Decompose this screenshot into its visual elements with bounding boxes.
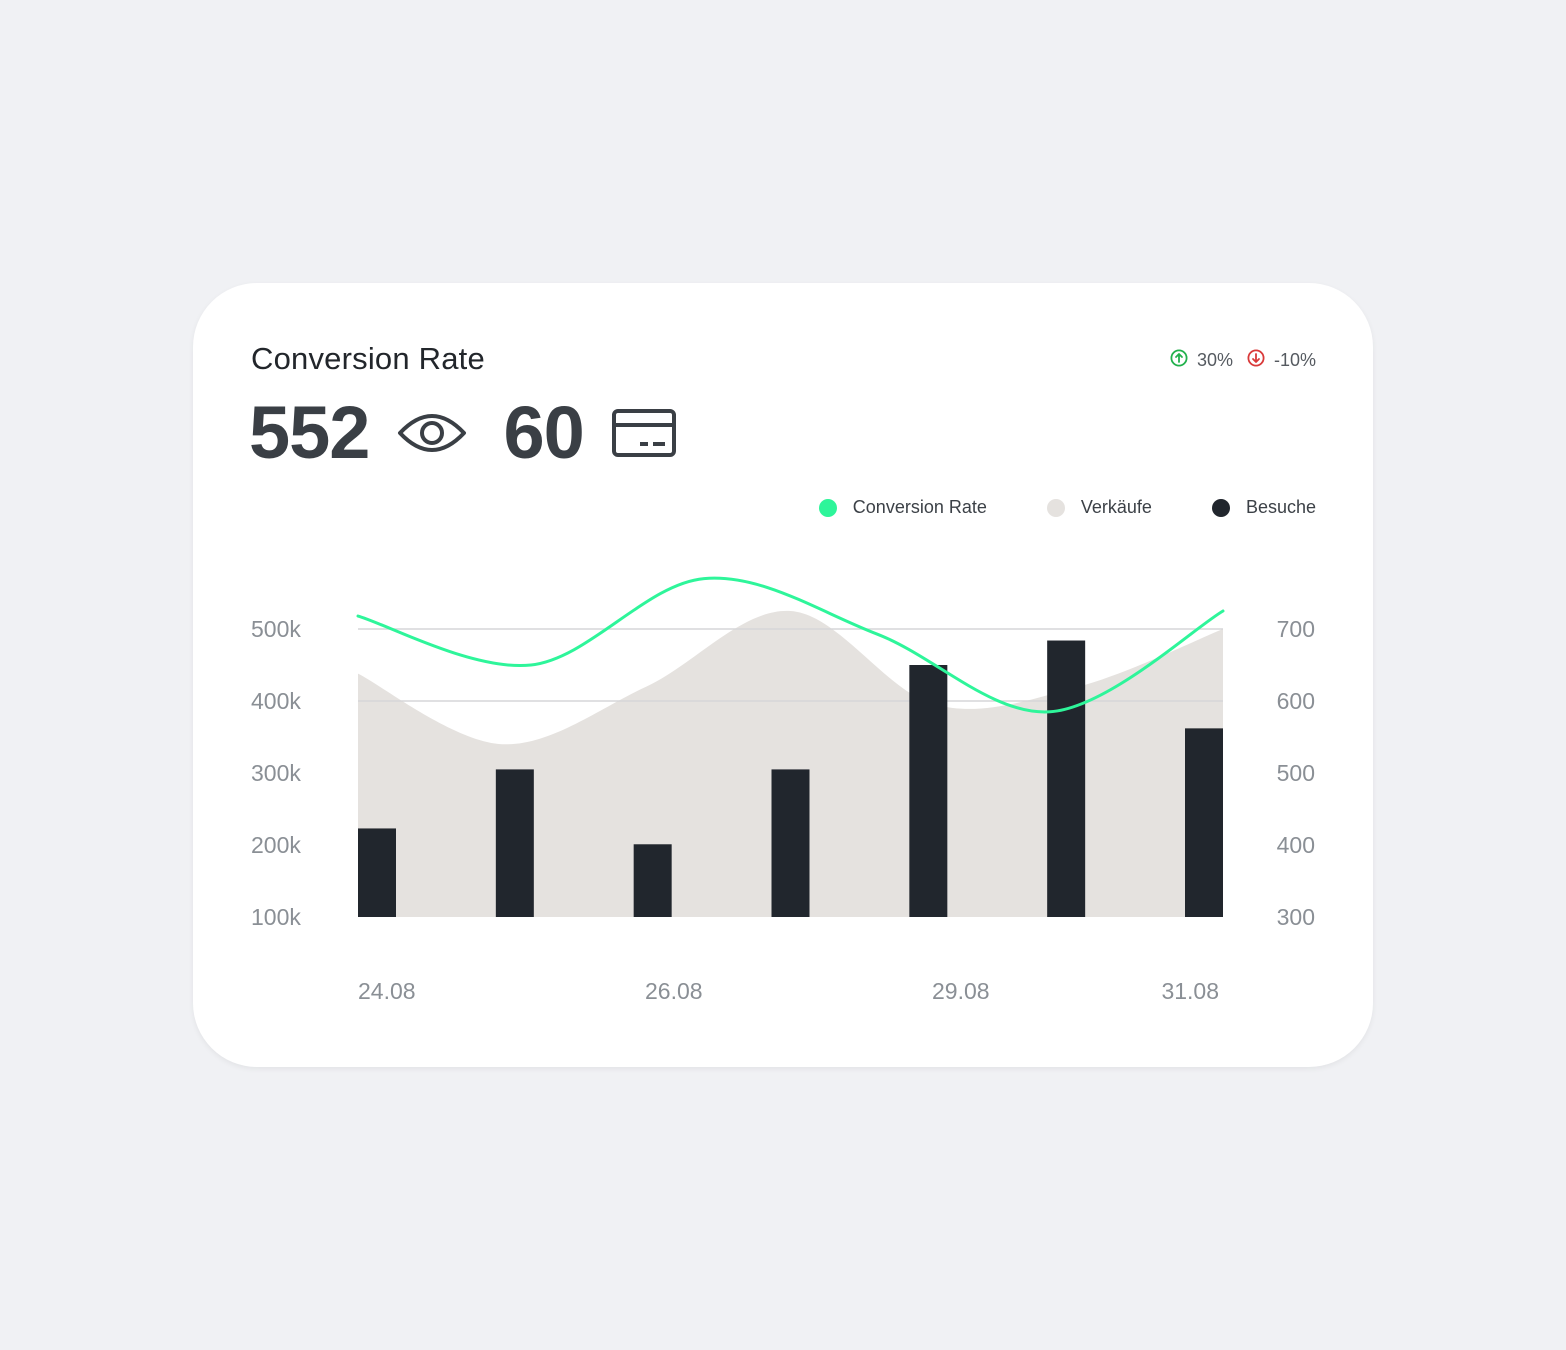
trend-down-label: -10%: [1273, 350, 1316, 370]
legend-dot: [818, 498, 837, 517]
legend-label: Verkäufe: [1080, 497, 1152, 517]
credit-card-icon: [611, 409, 676, 457]
trend-up: 30%: [1170, 349, 1233, 372]
arrow-up-circle-icon: [1170, 349, 1188, 372]
bar-besuche: [495, 769, 534, 917]
trend-down: -10%: [1247, 349, 1316, 372]
bar-besuche: [771, 769, 810, 917]
legend-dot: [1046, 498, 1065, 517]
right-axis-tick: 600: [1277, 688, 1315, 714]
trend-up-label: 30%: [1196, 350, 1233, 370]
conversion-rate-card: 100k 200k 300k 400k 500k 300 400 500 600 700 24.08…: [193, 283, 1373, 1067]
trend-indicators: 30% -10%: [1170, 349, 1316, 372]
left-axis-tick: 300k: [251, 760, 301, 786]
legend-item-conversion-rate: Conversion Rate: [818, 497, 987, 518]
bar-besuche: [909, 665, 948, 917]
x-axis-tick: 26.08: [645, 978, 703, 1004]
bar-besuche: [1047, 640, 1086, 917]
legend-item-verkaeufe: Verkäufe: [1046, 497, 1152, 518]
right-axis-tick: 500: [1277, 760, 1315, 786]
left-axis-tick: 400k: [251, 688, 301, 714]
bar-besuche: [1185, 728, 1223, 917]
views-count: 552: [249, 391, 370, 474]
legend-item-besuche: Besuche: [1211, 497, 1316, 518]
bar-besuche: [358, 828, 396, 917]
stats-row: 552 60: [249, 391, 712, 475]
left-axis-tick: 500k: [251, 616, 301, 642]
right-axis-tick: 300: [1277, 904, 1315, 930]
right-axis-tick: 700: [1277, 616, 1315, 642]
eye-icon: [397, 411, 467, 455]
arrow-down-circle-icon: [1247, 349, 1265, 372]
chart-legend: Conversion Rate Verkäufe Besuche: [818, 497, 1316, 518]
bar-besuche: [633, 844, 672, 917]
left-axis-tick: 200k: [251, 832, 301, 858]
chart-svg: 100k 200k 300k 400k 500k 300 400 500 600 700 24.08…: [251, 576, 1315, 1004]
x-axis-tick: 31.08: [1161, 978, 1219, 1004]
right-axis-tick: 400: [1277, 832, 1315, 858]
purchases-count: 60: [503, 391, 584, 474]
left-axis-tick: 100k: [251, 904, 301, 930]
line-conversion-rate: [356, 576, 1225, 714]
card-title: Conversion Rate: [251, 341, 485, 376]
legend-label: Besuche: [1245, 497, 1316, 517]
x-axis-tick: 29.08: [932, 978, 990, 1004]
legend-label: Conversion Rate: [852, 497, 987, 517]
x-axis-tick: 24.08: [358, 978, 416, 1004]
area-verkaeufe: [358, 610, 1223, 917]
legend-dot: [1211, 498, 1230, 517]
